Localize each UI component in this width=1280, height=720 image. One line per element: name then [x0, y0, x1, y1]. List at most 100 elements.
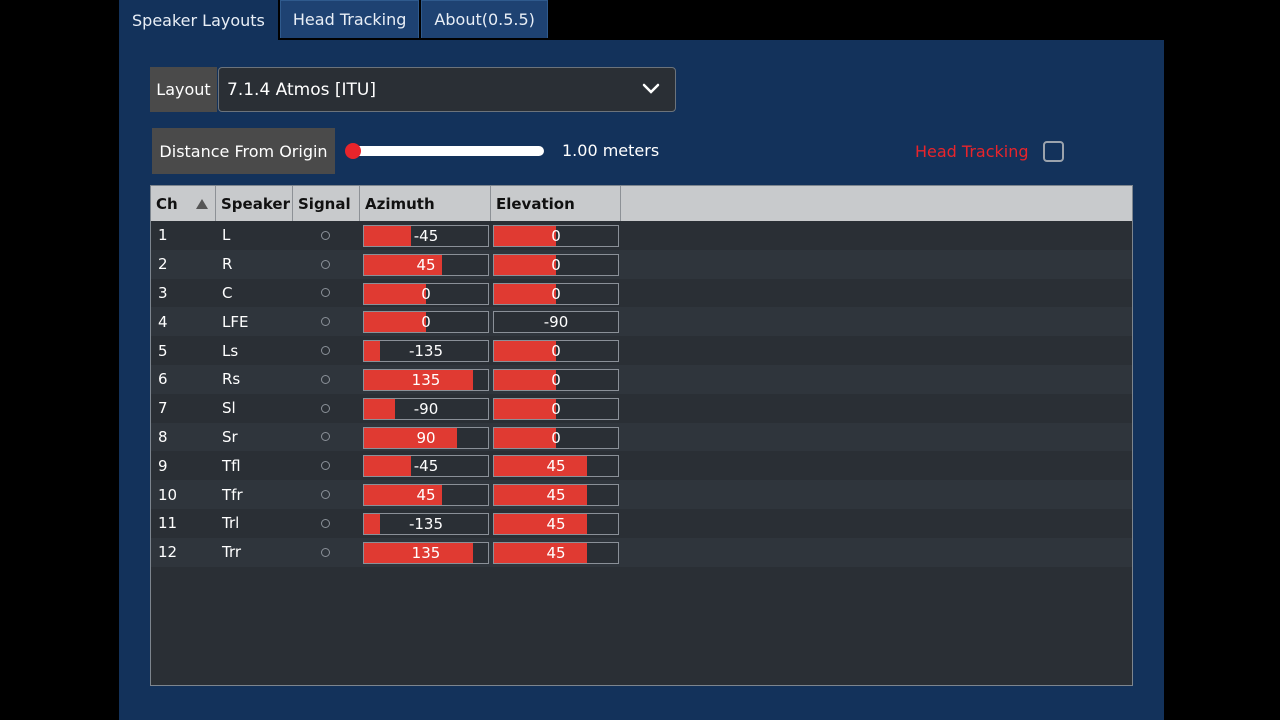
distance-slider-thumb[interactable]	[345, 143, 361, 159]
azimuth-slider[interactable]: -45	[363, 455, 489, 478]
azimuth-value: 45	[416, 486, 436, 505]
speaker-name: Sr	[222, 427, 238, 446]
distance-slider[interactable]	[345, 143, 544, 159]
elevation-slider[interactable]: 45	[493, 484, 619, 507]
azimuth-fill	[364, 427, 457, 448]
elevation-slider[interactable]: 0	[493, 426, 619, 449]
azimuth-slider[interactable]: 0	[363, 282, 489, 305]
speaker-name: L	[222, 226, 231, 245]
azimuth-slider[interactable]: -45	[363, 225, 489, 247]
azimuth-value: 135	[411, 543, 441, 562]
elevation-slider[interactable]: 0	[493, 225, 619, 247]
column-header-ch[interactable]: Ch	[151, 186, 216, 221]
azimuth-value: 0	[421, 313, 431, 332]
speaker-name: Trl	[222, 514, 240, 533]
azimuth-value: -45	[413, 227, 439, 245]
layout-selected-value: 7.1.4 Atmos [ITU]	[227, 79, 376, 100]
elevation-value: 0	[551, 284, 561, 303]
azimuth-fill	[364, 513, 380, 534]
elevation-slider[interactable]: 45	[493, 512, 619, 535]
elevation-value: 45	[546, 543, 566, 562]
azimuth-slider[interactable]: 135	[363, 368, 489, 391]
head-tracking-checkbox[interactable]	[1043, 141, 1064, 162]
signal-cell	[321, 250, 330, 279]
azimuth-value: 90	[416, 428, 436, 447]
table-row[interactable]: 1 L -45 0	[151, 221, 1132, 250]
elevation-value: 0	[551, 227, 561, 245]
signal-indicator-icon	[321, 403, 330, 413]
table-row[interactable]: 6 Rs 135 0	[151, 364, 1132, 394]
elevation-slider[interactable]: 45	[493, 455, 619, 478]
azimuth-slider[interactable]: 45	[363, 484, 489, 507]
speaker-name: Ls	[222, 341, 239, 360]
elevation-value: 45	[546, 457, 566, 476]
head-tracking-label: Head Tracking	[915, 142, 1029, 161]
azimuth-slider[interactable]: 0	[363, 311, 489, 334]
azimuth-slider[interactable]: -135	[363, 512, 489, 535]
table-row[interactable]: 12 Trr 135 45	[151, 537, 1132, 567]
azimuth-fill	[364, 226, 411, 246]
signal-cell	[321, 423, 330, 452]
column-header-azimuth[interactable]: Azimuth	[360, 186, 491, 221]
column-header-speaker[interactable]: Speaker	[216, 186, 293, 221]
azimuth-slider[interactable]: 135	[363, 541, 489, 564]
signal-cell	[321, 451, 330, 480]
table-row[interactable]: 7 Sl -90 0	[151, 394, 1132, 423]
column-header-elevation[interactable]: Elevation	[491, 186, 621, 221]
tab-speaker-layouts[interactable]: Speaker Layouts	[119, 0, 278, 40]
channel-number: 12	[158, 543, 178, 562]
table-row[interactable]: 9 Tfl -45 45	[151, 451, 1132, 480]
azimuth-slider[interactable]: 45	[363, 253, 489, 276]
channel-number: 9	[158, 456, 168, 475]
elevation-fill	[494, 398, 556, 419]
elevation-slider[interactable]: 0	[493, 253, 619, 276]
table-body: 1 L -45 0 2 R 45 0 3 C 0 0 4 LFE 0 -90 5 Ls -135 0 6 Rs 135 0 7 S…	[151, 221, 1132, 567]
channel-number: 1	[158, 226, 168, 245]
table-row[interactable]: 2 R 45 0	[151, 249, 1132, 279]
azimuth-fill	[364, 456, 411, 477]
elevation-slider[interactable]: 0	[493, 368, 619, 391]
tab-head-tracking[interactable]: Head Tracking	[279, 0, 420, 38]
channel-number: 5	[158, 341, 168, 360]
elevation-value: 45	[546, 514, 566, 533]
channel-number: 8	[158, 427, 168, 446]
table-row[interactable]: 8 Sr 90 0	[151, 422, 1132, 452]
elevation-slider[interactable]: 45	[493, 541, 619, 564]
elevation-value: 0	[551, 428, 561, 447]
table-row[interactable]: 3 C 0 0	[151, 279, 1132, 308]
azimuth-fill	[364, 254, 442, 275]
layout-label: Layout	[150, 67, 217, 112]
elevation-value: -90	[543, 313, 569, 332]
layout-dropdown[interactable]: 7.1.4 Atmos [ITU]	[218, 67, 676, 112]
azimuth-slider[interactable]: 90	[363, 426, 489, 449]
signal-cell	[321, 336, 330, 365]
azimuth-value: 0	[421, 284, 431, 303]
column-header-signal[interactable]: Signal	[293, 186, 360, 221]
elevation-slider[interactable]: -90	[493, 311, 619, 334]
signal-cell	[321, 394, 330, 423]
elevation-slider[interactable]: 0	[493, 397, 619, 420]
elevation-slider[interactable]: 0	[493, 282, 619, 305]
table-row[interactable]: 5 Ls -135 0	[151, 336, 1132, 365]
table-row[interactable]: 10 Tfr 45 45	[151, 480, 1132, 509]
signal-cell	[321, 509, 330, 538]
azimuth-slider[interactable]: -90	[363, 397, 489, 420]
azimuth-fill	[364, 283, 426, 304]
elevation-fill	[494, 369, 556, 390]
table-row[interactable]: 11 Trl -135 45	[151, 509, 1132, 538]
channel-number: 6	[158, 370, 168, 389]
signal-indicator-icon	[321, 288, 330, 298]
elevation-fill	[494, 254, 556, 275]
distance-label: Distance From Origin	[152, 128, 335, 174]
tab-about[interactable]: About(0.5.5)	[421, 0, 548, 38]
elevation-slider[interactable]: 0	[493, 340, 619, 363]
speaker-name: Rs	[222, 370, 241, 389]
elevation-fill	[494, 226, 556, 246]
elevation-fill	[494, 485, 587, 506]
speaker-table: Ch Speaker Signal Azimuth Elevation 1 L -4…	[150, 185, 1133, 686]
signal-cell	[321, 365, 330, 394]
azimuth-slider[interactable]: -135	[363, 340, 489, 363]
table-row[interactable]: 4 LFE 0 -90	[151, 307, 1132, 337]
speaker-name: R	[222, 255, 233, 274]
speaker-name: LFE	[222, 312, 249, 331]
